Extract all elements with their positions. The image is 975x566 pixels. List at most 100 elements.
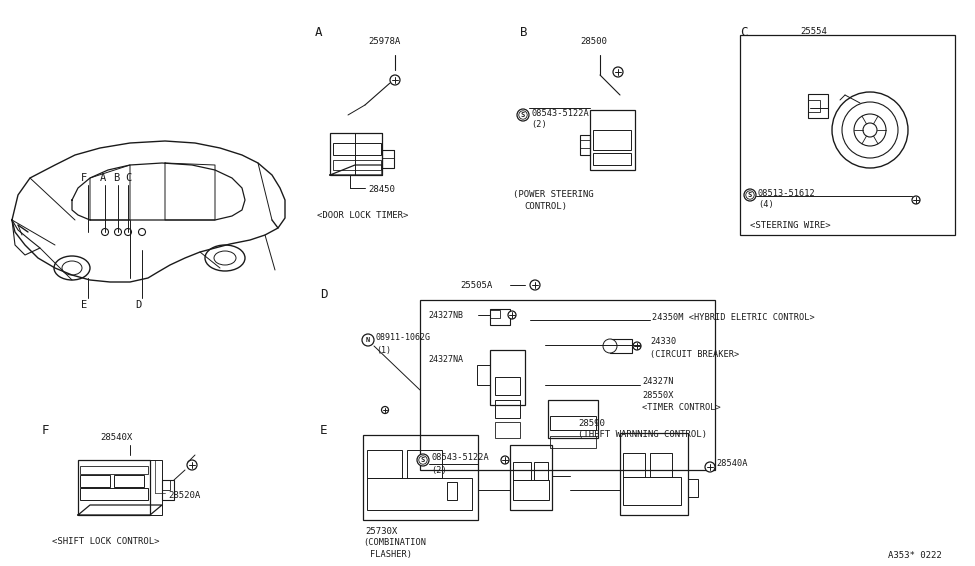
Text: 08911-1062G: 08911-1062G — [376, 332, 431, 341]
Bar — [80, 466, 148, 474]
Bar — [80, 488, 148, 500]
Bar — [620, 433, 688, 515]
Bar — [355, 133, 382, 175]
Bar — [420, 300, 715, 470]
Text: 25730X: 25730X — [365, 528, 397, 537]
Bar — [593, 153, 631, 165]
Text: (CIRCUIT BREAKER>: (CIRCUIT BREAKER> — [650, 349, 739, 358]
Bar — [550, 436, 596, 448]
Bar — [114, 475, 144, 487]
Text: 24330: 24330 — [650, 337, 677, 346]
Bar — [593, 130, 631, 150]
Text: (THEFT WARNNING CONTROL): (THEFT WARNNING CONTROL) — [578, 431, 707, 440]
Bar — [162, 480, 170, 490]
Text: 08543-5122A: 08543-5122A — [531, 109, 589, 118]
Bar — [510, 445, 552, 510]
Bar — [623, 477, 681, 505]
Text: A353* 0222: A353* 0222 — [888, 551, 942, 560]
Text: F: F — [42, 423, 50, 436]
Bar — [330, 133, 382, 175]
Circle shape — [362, 334, 374, 346]
Text: C: C — [125, 173, 131, 183]
Ellipse shape — [54, 256, 90, 280]
Bar — [808, 100, 820, 112]
Bar — [407, 450, 442, 478]
Text: <STEERING WIRE>: <STEERING WIRE> — [750, 221, 831, 229]
Bar — [495, 377, 520, 395]
Circle shape — [744, 189, 756, 201]
Text: <DOOR LOCK TIMER>: <DOOR LOCK TIMER> — [317, 211, 409, 220]
Text: 25554: 25554 — [800, 28, 827, 36]
Bar — [550, 416, 596, 430]
Bar — [490, 309, 510, 325]
Text: D: D — [320, 289, 328, 302]
Text: A: A — [99, 173, 106, 183]
Circle shape — [381, 406, 388, 414]
Bar — [688, 479, 698, 497]
Text: <TIMER CONTROL>: <TIMER CONTROL> — [642, 402, 721, 411]
Bar — [808, 94, 828, 118]
Text: 25978A: 25978A — [368, 37, 401, 46]
Bar — [513, 480, 549, 500]
Text: (POWER STEERING: (POWER STEERING — [513, 191, 594, 199]
Text: <SHIFT LOCK CONTROL>: <SHIFT LOCK CONTROL> — [52, 538, 160, 547]
Text: 28540X: 28540X — [100, 434, 133, 443]
Ellipse shape — [205, 245, 245, 271]
Text: 24327NB: 24327NB — [428, 311, 463, 319]
Circle shape — [417, 454, 429, 466]
Circle shape — [101, 229, 108, 235]
Circle shape — [390, 75, 400, 85]
Bar — [490, 350, 525, 405]
Text: E: E — [320, 423, 328, 436]
Bar — [623, 453, 645, 477]
Text: 28520A: 28520A — [168, 491, 200, 500]
Bar — [534, 462, 548, 480]
Bar — [610, 339, 632, 353]
Circle shape — [603, 339, 617, 353]
Text: D: D — [135, 300, 141, 310]
Bar — [162, 480, 174, 500]
Circle shape — [832, 92, 908, 168]
Bar — [650, 453, 672, 477]
Bar — [367, 450, 402, 478]
Text: 28450: 28450 — [368, 186, 395, 195]
Bar — [495, 422, 520, 438]
Text: 24327N: 24327N — [642, 378, 674, 387]
Text: 24327NA: 24327NA — [428, 355, 463, 365]
Text: 28550X: 28550X — [642, 391, 674, 400]
Text: S: S — [748, 192, 752, 198]
Circle shape — [125, 229, 132, 235]
Text: (2): (2) — [431, 465, 447, 474]
Circle shape — [530, 280, 540, 290]
Ellipse shape — [214, 251, 236, 265]
Text: (1): (1) — [376, 345, 391, 354]
Circle shape — [613, 67, 623, 77]
Bar — [367, 478, 472, 510]
Text: 08543-5122A: 08543-5122A — [431, 453, 488, 462]
Text: B: B — [113, 173, 119, 183]
Text: 28500: 28500 — [580, 37, 606, 46]
Bar — [740, 35, 955, 235]
Bar — [580, 135, 590, 155]
Circle shape — [187, 460, 197, 470]
Text: A: A — [315, 25, 323, 38]
Text: 08513-51612: 08513-51612 — [758, 188, 816, 198]
Bar — [495, 400, 520, 418]
Bar — [513, 462, 531, 480]
Text: 28590: 28590 — [578, 418, 604, 427]
Text: S: S — [521, 112, 526, 118]
Bar — [447, 482, 457, 500]
Circle shape — [633, 342, 641, 350]
Circle shape — [912, 196, 920, 204]
Text: (4): (4) — [758, 200, 774, 209]
Bar — [382, 150, 394, 168]
Text: B: B — [520, 25, 527, 38]
Ellipse shape — [62, 261, 82, 275]
Bar — [333, 160, 381, 170]
Text: 28540A: 28540A — [716, 458, 748, 468]
Text: F: F — [81, 173, 87, 183]
Text: FLASHER): FLASHER) — [370, 550, 412, 559]
Circle shape — [863, 123, 877, 137]
Text: S: S — [421, 457, 425, 463]
Text: (2): (2) — [531, 121, 547, 130]
